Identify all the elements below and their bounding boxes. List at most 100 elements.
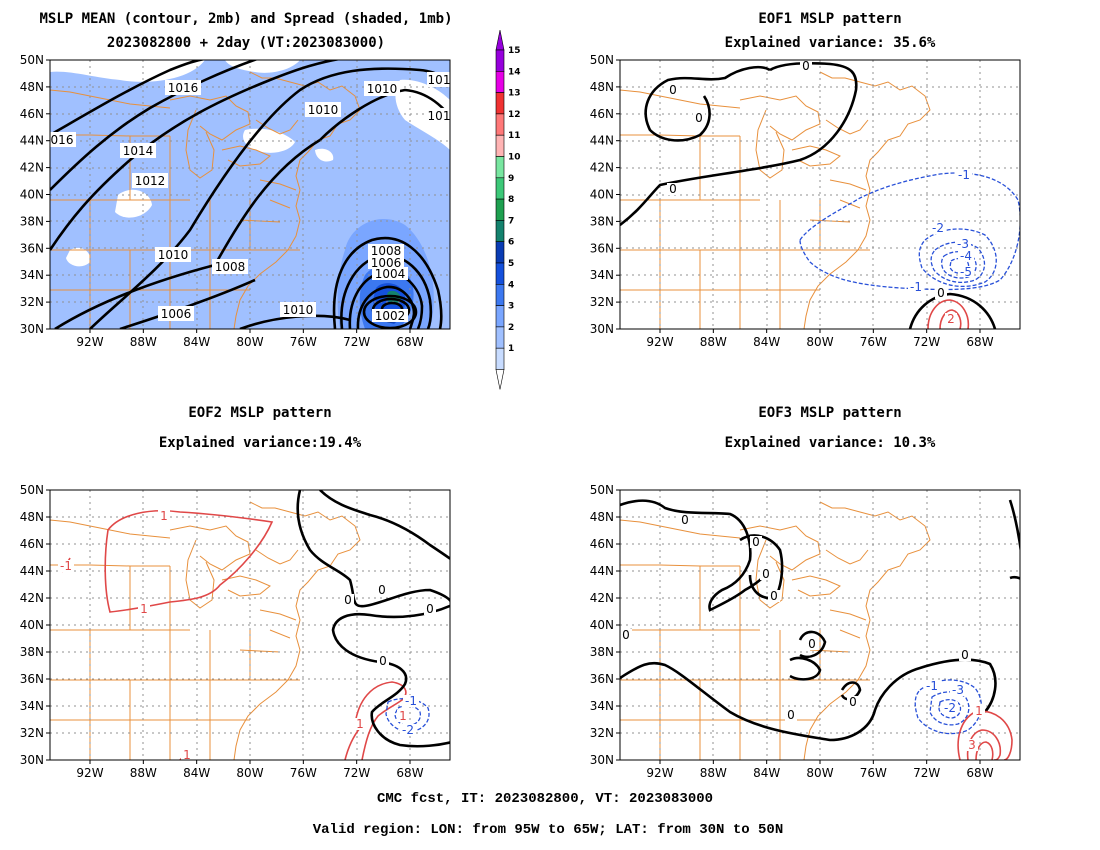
contour-label: 0 (669, 83, 677, 97)
colorbar-swatch (495, 113, 505, 136)
panel-eof1-title-line-1: EOF1 MSLP pattern (758, 11, 901, 27)
lat-tick-label: 42N (590, 161, 614, 175)
panel-eof2-title: EOF2 MSLP pattern Explained variance:19.… (159, 405, 362, 451)
lat-tick-label: 40N (20, 618, 44, 632)
contour-label: 1 (160, 509, 168, 523)
contour-label: 0 (787, 708, 795, 722)
contour-label: -1 (60, 559, 72, 573)
contour-label: 0 (961, 648, 969, 662)
lat-tick-label: 34N (590, 268, 614, 282)
contour-label: 1 (140, 602, 148, 616)
eof1-gridlines (620, 60, 1020, 329)
colorbar-label: 1 (508, 344, 514, 354)
lat-tick-label: 30N (590, 322, 614, 336)
colorbar-swatch (495, 49, 505, 72)
contour-label: 0 (622, 628, 630, 642)
eof2-coastlines (50, 501, 361, 760)
colorbar-swatch (495, 220, 505, 242)
colorbar-label: 2 (508, 323, 514, 333)
eof1-coastlines (620, 71, 931, 329)
panel-eof1-title: EOF1 MSLP pattern Explained variance: 35… (725, 11, 936, 51)
lat-tick-label: 48N (20, 510, 44, 524)
contour-label: 0 (426, 602, 434, 616)
lon-tick-label: 80W (806, 766, 833, 780)
contour-label: 1 (183, 748, 191, 762)
lon-tick-label: 68W (396, 766, 423, 780)
lat-tick-label: 38N (590, 645, 614, 659)
colorbar-swatch (495, 177, 505, 200)
panel-eof3: 0 0 0 0 0 0 0 0 0 -1 -3 -2 1 3 92W 88W 84W… (590, 483, 1021, 780)
contour-label: -5 (960, 265, 972, 279)
lat-tick-label: 50N (20, 53, 44, 67)
colorbar-swatch (495, 305, 505, 328)
colorbar-label: 12 (508, 110, 521, 120)
lat-tick-label: 46N (20, 107, 44, 121)
lat-tick-label: 50N (20, 483, 44, 497)
colorbar-label: 7 (508, 216, 514, 226)
footer-valid-region: Valid region: LON: from 95W to 65W; LAT:… (313, 822, 783, 838)
contour-label: 0 (802, 59, 810, 73)
lat-tick-label: 44N (590, 134, 614, 148)
lat-tick-label: 38N (20, 645, 44, 659)
lon-tick-label: 84W (753, 766, 780, 780)
colorbar-label: 10 (508, 153, 521, 163)
lon-tick-label: 92W (76, 335, 103, 349)
lat-tick-label: 44N (20, 564, 44, 578)
lat-tick-label: 30N (20, 753, 44, 767)
lat-tick-label: 32N (20, 295, 44, 309)
panel-eof3-title: EOF3 MSLP pattern Explained variance: 10… (725, 405, 936, 451)
contour-label: 0 (695, 111, 703, 125)
isobar-label: 1010 (308, 103, 339, 117)
isobar-label: 1006 (371, 256, 402, 270)
contour-label: -2 (402, 723, 414, 737)
contour-label: 1 (356, 717, 364, 731)
lon-tick-label: 84W (753, 335, 780, 349)
lon-tick-label: 68W (966, 766, 993, 780)
lat-tick-label: 42N (20, 591, 44, 605)
lon-tick-label: 72W (343, 335, 370, 349)
lat-tick-label: 42N (590, 591, 614, 605)
lat-tick-label: 30N (20, 322, 44, 336)
contour-label: 2 (947, 312, 955, 326)
colorbar: 15 14 13 12 11 10 9 8 7 6 5 4 3 2 1 (495, 29, 521, 390)
lat-tick-label: 36N (20, 241, 44, 255)
lat-tick-label: 38N (20, 214, 44, 228)
colorbar-label: 11 (508, 131, 521, 141)
panel-eof2: 1 1 1 -1 0 0 0 0 -1 -2 1 1 92W 88W 84W 80W 7… (20, 483, 451, 780)
isobar-label: 1012 (135, 174, 166, 188)
isobar-label: 101 (428, 73, 451, 87)
lon-tick-label: 80W (236, 766, 263, 780)
colorbar-label: 15 (508, 46, 521, 56)
lon-tick-label: 80W (236, 335, 263, 349)
contour-label: 0 (378, 583, 386, 597)
panel-eof3-title-line-1: EOF3 MSLP pattern (758, 405, 901, 421)
colorbar-label: 5 (508, 259, 514, 269)
lon-tick-label: 92W (646, 335, 673, 349)
footer-forecast-info: CMC fcst, IT: 2023082800, VT: 2023083000 (377, 791, 713, 807)
panel-mean-axes: 92W 88W 84W 80W 76W 72W 68W 30N 32N 34N 36N 38N 40N 4… (20, 53, 424, 349)
lon-tick-label: 76W (290, 335, 317, 349)
contour-label: 0 (344, 593, 352, 607)
lon-tick-label: 84W (183, 335, 210, 349)
lat-tick-label: 40N (590, 618, 614, 632)
isobar-label: 101 (428, 109, 451, 123)
isobar-label: 1016 (168, 81, 199, 95)
panel-eof1-axes: 92W 88W 84W 80W 76W 72W 68W 30N 32N 34N 36N 38N 40N 4… (590, 53, 994, 349)
colorbar-label: 4 (508, 280, 514, 290)
contour-label: 0 (770, 589, 778, 603)
contour-label: 0 (937, 286, 945, 300)
lat-tick-label: 42N (20, 161, 44, 175)
colorbar-swatch (495, 134, 505, 157)
lat-tick-label: 38N (590, 214, 614, 228)
lon-tick-label: 68W (966, 335, 993, 349)
lon-tick-label: 72W (913, 335, 940, 349)
colorbar-swatch (495, 262, 505, 285)
colorbar-swatch (495, 241, 505, 264)
lon-tick-label: 88W (700, 766, 727, 780)
colorbar-label: 8 (508, 195, 514, 205)
isobar-label: 1008 (371, 244, 402, 258)
contour-label: 0 (762, 567, 770, 581)
lat-tick-label: 48N (590, 80, 614, 94)
lon-tick-label: 72W (343, 766, 370, 780)
isobar-label: 1014 (123, 144, 154, 158)
